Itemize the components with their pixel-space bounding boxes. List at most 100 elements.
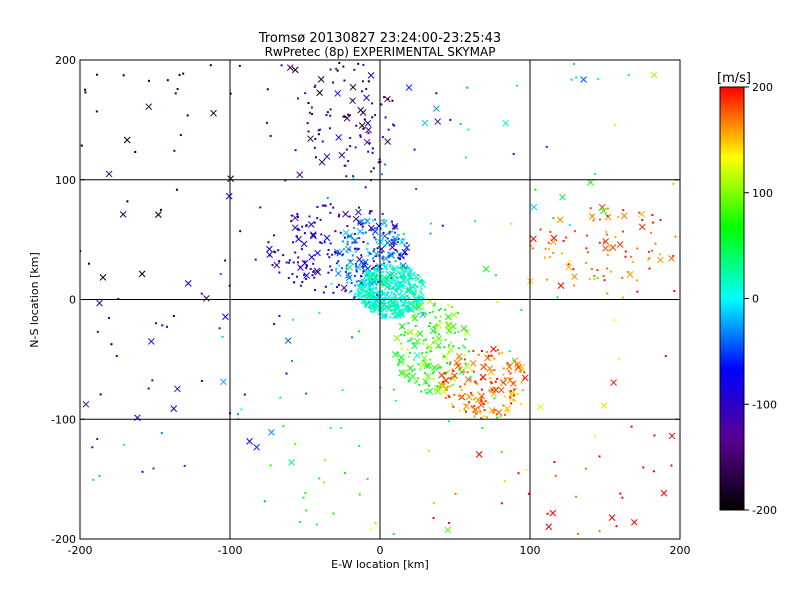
- data-point-cross: [347, 258, 354, 266]
- data-point-cross: [323, 153, 331, 160]
- data-point-dot: [371, 273, 374, 276]
- data-point-cross: [227, 175, 234, 183]
- data-point-dot: [363, 290, 366, 293]
- data-point-dot: [570, 78, 573, 81]
- data-point-dot: [544, 247, 547, 250]
- data-point-dot: [403, 275, 406, 278]
- data-point-dot: [388, 301, 391, 304]
- data-point-dot: [428, 324, 431, 327]
- data-point-dot: [92, 478, 95, 481]
- data-point-dot: [425, 351, 428, 354]
- data-point-cross: [411, 315, 419, 322]
- data-point-dot: [647, 258, 650, 261]
- data-point-dot: [393, 242, 396, 245]
- data-point-dot: [305, 509, 308, 512]
- data-point-dot: [355, 247, 358, 250]
- data-point-cross: [434, 118, 442, 125]
- data-point-dot: [372, 310, 375, 313]
- data-point-dot: [353, 68, 356, 71]
- data-point-dot: [598, 218, 601, 221]
- data-point-dot: [450, 306, 453, 309]
- data-point-dot: [271, 263, 274, 266]
- data-point-dot: [174, 92, 177, 95]
- data-point-dot: [443, 346, 446, 349]
- data-point-cross: [610, 379, 617, 386]
- data-point-dot: [480, 400, 483, 403]
- data-point-dot: [395, 297, 398, 300]
- data-point-dot: [383, 264, 386, 267]
- data-point-dot: [429, 232, 432, 235]
- data-point-dot: [373, 248, 376, 251]
- data-point-dot: [408, 273, 411, 276]
- data-point-dot: [301, 281, 304, 284]
- data-point-dot: [463, 408, 466, 411]
- data-point-cross: [413, 337, 421, 345]
- data-point-dot: [357, 291, 360, 294]
- data-point-dot: [418, 280, 421, 283]
- data-point-dot: [161, 324, 164, 327]
- data-point-dot: [395, 305, 398, 308]
- data-point-dot: [390, 300, 393, 303]
- data-point-dot: [329, 242, 332, 245]
- data-point-dot: [405, 242, 408, 245]
- data-point-cross: [431, 364, 438, 372]
- data-point-dot: [346, 281, 349, 284]
- data-point-dot: [351, 336, 354, 339]
- data-point-dot: [392, 267, 395, 270]
- data-point-dot: [565, 236, 568, 239]
- data-point-dot: [587, 251, 590, 254]
- data-point-cross: [367, 72, 375, 79]
- data-point-cross: [393, 334, 401, 342]
- data-point-dot: [290, 214, 293, 217]
- data-point-cross: [414, 275, 422, 282]
- data-point-dot: [379, 294, 382, 297]
- data-point-dot: [610, 270, 613, 273]
- data-point-dot: [516, 392, 519, 395]
- data-point-dot: [346, 251, 349, 254]
- data-point-dot: [173, 149, 176, 152]
- data-point-dot: [363, 118, 366, 121]
- data-point-dot: [545, 145, 548, 148]
- data-point-dot: [375, 241, 378, 244]
- data-point-dot: [502, 367, 505, 370]
- data-point-dot: [378, 293, 381, 296]
- data-point-dot: [384, 280, 387, 283]
- data-point-dot: [117, 297, 120, 300]
- data-point-dot: [391, 296, 394, 299]
- data-point-dot: [509, 372, 512, 375]
- data-point-cross: [392, 350, 399, 358]
- data-point-dot: [441, 224, 444, 227]
- data-point-dot: [378, 291, 381, 294]
- data-point-cross: [174, 385, 181, 393]
- data-point-dot: [381, 136, 384, 139]
- data-point-dot: [386, 98, 389, 101]
- data-point-dot: [467, 128, 470, 131]
- data-point-dot: [496, 301, 499, 304]
- data-point-dot: [549, 256, 552, 259]
- data-point-dot: [472, 411, 475, 414]
- data-point-dot: [421, 302, 424, 305]
- data-point-dot: [394, 307, 397, 310]
- data-point-dot: [452, 405, 455, 408]
- data-point-cross: [380, 274, 388, 281]
- data-point-dot: [392, 286, 395, 289]
- data-point-dot: [448, 369, 451, 372]
- data-point-dot: [337, 260, 340, 263]
- data-point-cross: [123, 136, 131, 144]
- data-point-dot: [546, 512, 549, 515]
- data-point-dot: [436, 367, 439, 370]
- data-point-dot: [393, 269, 396, 272]
- data-point-dot: [390, 277, 393, 280]
- data-point-dot: [402, 270, 405, 273]
- data-point-dot: [630, 255, 633, 258]
- data-point-dot: [370, 210, 373, 213]
- data-point-dot: [80, 250, 82, 253]
- data-point-dot: [147, 79, 150, 82]
- data-point-dot: [395, 225, 398, 228]
- data-point-dot: [366, 242, 369, 245]
- data-point-dot: [433, 370, 436, 373]
- data-point-dot: [458, 409, 461, 412]
- data-point-dot: [429, 322, 432, 325]
- data-point-cross: [323, 234, 331, 242]
- data-point-dot: [493, 397, 496, 400]
